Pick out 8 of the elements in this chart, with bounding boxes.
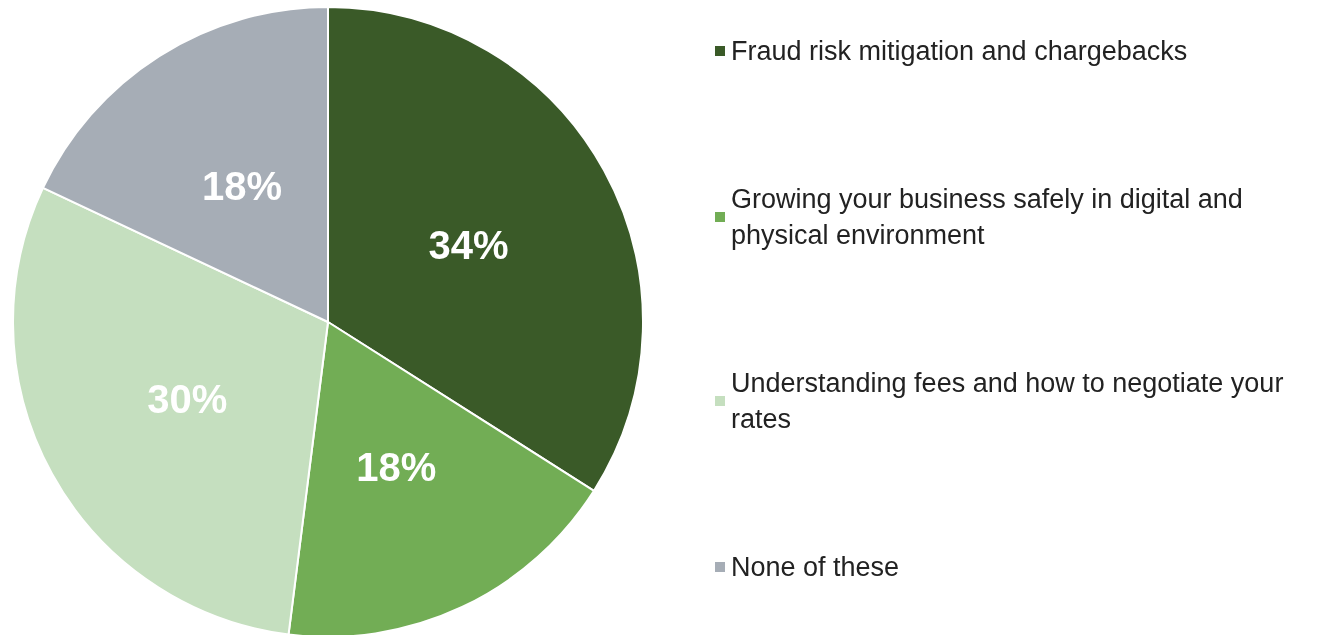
- legend-label: None of these: [731, 552, 900, 582]
- legend-label: Understanding fees and how to negotiate your rates: [731, 368, 1291, 434]
- legend-label: Fraud risk mitigation and chargebacks: [731, 36, 1188, 66]
- data-label: 18%: [201, 164, 283, 209]
- legend-label: Growing your business safely in digital and physical environment: [731, 184, 1251, 250]
- data-label: 34%: [428, 222, 509, 267]
- data-label: 30%: [147, 377, 228, 422]
- data-label: 18%: [356, 445, 437, 490]
